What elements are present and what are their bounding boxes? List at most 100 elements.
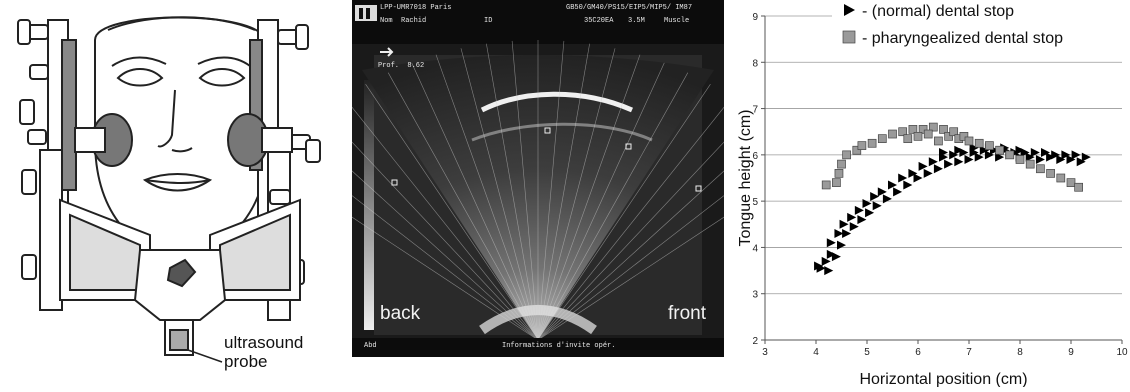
pharyngealized-stop-point bbox=[1015, 155, 1025, 164]
normal-stop-point bbox=[888, 180, 897, 190]
pharyngealized-stop-point bbox=[974, 138, 984, 148]
normal-stop-point bbox=[870, 192, 880, 202]
normal-stop-point bbox=[1061, 150, 1071, 160]
pharyngealized-stop-point bbox=[995, 145, 1004, 155]
normal-stop-point bbox=[969, 143, 979, 153]
headset-illustration: ultrasound probe bbox=[0, 0, 345, 387]
normal-stop-point bbox=[908, 168, 918, 178]
fan-line bbox=[343, 97, 539, 341]
pharyngealized-stop-point bbox=[913, 131, 923, 141]
pharyngealized-stop-point bbox=[923, 129, 933, 139]
pharyngealized-stop-point bbox=[832, 178, 841, 187]
normal-stop-point bbox=[826, 249, 836, 259]
pharyngealized-stop-point bbox=[918, 125, 928, 134]
normal-stop-point bbox=[1056, 154, 1066, 164]
normal-stop-point bbox=[837, 240, 846, 250]
normal-stop-point bbox=[995, 152, 1005, 162]
y-tick-label: 8 bbox=[752, 58, 758, 69]
x-tick-label: 4 bbox=[813, 347, 819, 358]
normal-stop-point bbox=[1030, 148, 1040, 158]
normal-stop-point bbox=[1015, 145, 1025, 155]
footer-center: Informations d'invite opér. bbox=[502, 342, 616, 350]
legend-box bbox=[832, 0, 1128, 50]
pharyngealized-stop-point bbox=[898, 127, 908, 137]
x-tick-label: 9 bbox=[1068, 347, 1074, 358]
normal-stop-point bbox=[923, 168, 933, 178]
pharyngealized-stop-point bbox=[842, 150, 851, 160]
x-tick-label: 7 bbox=[966, 347, 972, 358]
probe-code: 35C20EA bbox=[584, 17, 614, 25]
normal-stop-point bbox=[821, 256, 831, 266]
normal-stop-point bbox=[1025, 152, 1035, 162]
y-axis-title: Tongue height (cm) bbox=[737, 110, 754, 247]
normal-stop-point bbox=[893, 187, 903, 197]
x-axis-title: Horizontal position (cm) bbox=[859, 371, 1027, 387]
normal-stop-point bbox=[857, 215, 867, 225]
pharyngealized-stop-point bbox=[857, 141, 867, 150]
fan-line bbox=[537, 54, 641, 341]
normal-stop-point bbox=[974, 152, 984, 162]
normal-stop-point bbox=[918, 161, 928, 171]
normal-stop-point bbox=[882, 194, 892, 204]
pharyngealized-stop-point bbox=[888, 129, 897, 139]
normal-stop-point bbox=[984, 150, 994, 160]
fan-line bbox=[435, 54, 539, 341]
pharyngealized-stop-point bbox=[1074, 182, 1083, 192]
normal-stop-point bbox=[1035, 154, 1045, 164]
name-label: Nom Rachid bbox=[380, 17, 427, 25]
ultrasound-image: LPP-UMR7018 Paris GB50/GM40/PS15/EIP5/MI… bbox=[270, 0, 806, 357]
back-label: back bbox=[380, 303, 421, 324]
pharyngealized-stop-point bbox=[1056, 173, 1066, 183]
pharyngealized-stop-point bbox=[944, 131, 953, 141]
legend-label-normal: - (normal) dental stop bbox=[862, 3, 1014, 20]
x-tick-label: 10 bbox=[1116, 347, 1128, 358]
fan-line bbox=[511, 40, 539, 341]
fan-line bbox=[537, 40, 565, 341]
pharyngealized-stop-point bbox=[837, 159, 846, 169]
pharyngealized-stop-point bbox=[908, 125, 918, 134]
y-tick-label: 2 bbox=[752, 336, 758, 347]
fan-line bbox=[537, 43, 590, 341]
pharyngealized-stop-point bbox=[834, 169, 844, 178]
y-tick-label: 5 bbox=[752, 197, 758, 208]
pharyngealized-stop-point bbox=[867, 138, 877, 148]
fan-line bbox=[537, 72, 689, 341]
fan-line bbox=[537, 111, 753, 341]
fan-line bbox=[323, 111, 539, 341]
normal-stop-point bbox=[933, 164, 943, 174]
id-label: ID bbox=[484, 17, 493, 25]
front-label: front bbox=[668, 303, 707, 324]
normal-stop-point bbox=[816, 263, 826, 273]
legend-label-pharyngealized: - pharyngealized dental stop bbox=[862, 30, 1063, 47]
header-left: LPP-UMR7018 Paris bbox=[380, 4, 452, 12]
probe-label-line1: ultrasound bbox=[224, 333, 304, 352]
normal-stop-point bbox=[842, 229, 852, 239]
y-tick-label: 7 bbox=[752, 105, 758, 116]
normal-stop-point bbox=[928, 157, 938, 167]
fan-line bbox=[365, 84, 539, 341]
normal-stop-point bbox=[854, 205, 864, 215]
depth-label: Prof. 8.62 bbox=[378, 62, 425, 70]
y-tick-label: 9 bbox=[752, 12, 758, 23]
normal-stop-point bbox=[865, 208, 875, 218]
normal-stop-point bbox=[1076, 157, 1086, 167]
frequency: 3.5M bbox=[628, 17, 645, 25]
normal-stop-point bbox=[949, 150, 959, 160]
fan-line bbox=[537, 97, 733, 341]
pharyngealized-stop-point bbox=[964, 136, 974, 146]
normal-stop-point bbox=[1081, 152, 1091, 162]
pharyngealized-stop-point bbox=[1066, 178, 1076, 187]
pharyngealized-stop-point bbox=[1025, 159, 1035, 169]
x-tick-label: 6 bbox=[915, 347, 921, 358]
fan-line bbox=[486, 43, 539, 341]
normal-stop-point bbox=[913, 173, 923, 183]
legend-triangle-icon bbox=[844, 4, 855, 16]
tongue-chart: 3 4 5 6 7 8 9 10 2 3 4 5 6 7 8 9 Horizontal position (cm… bbox=[732, 0, 1130, 388]
legend-square-icon bbox=[842, 30, 856, 44]
normal-stop-point bbox=[964, 154, 974, 164]
y-tick-label: 3 bbox=[752, 290, 758, 301]
normal-stop-point bbox=[826, 238, 836, 248]
probe-label-line2: probe bbox=[224, 352, 268, 371]
normal-stop-point bbox=[954, 145, 964, 155]
